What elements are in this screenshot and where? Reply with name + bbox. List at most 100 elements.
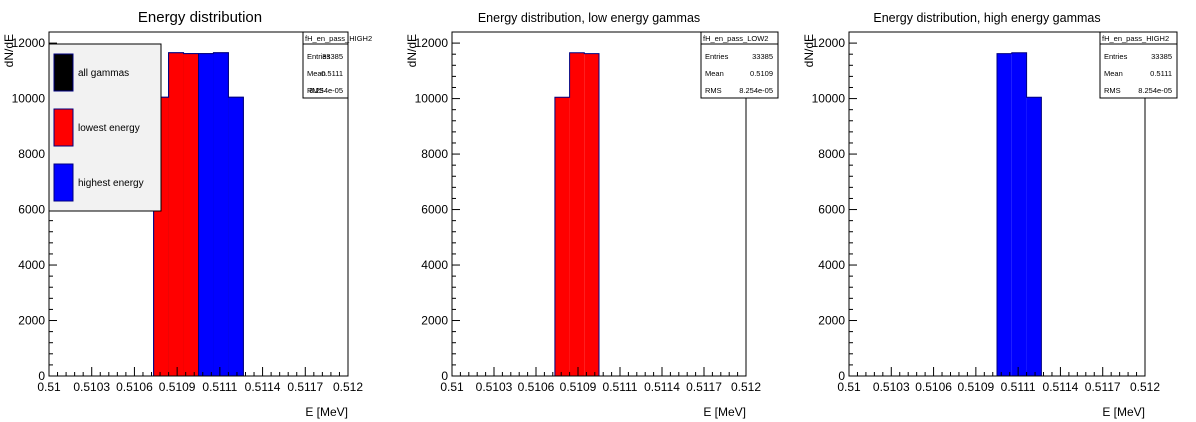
y-tick-label: 0 — [38, 369, 45, 383]
stats-value: 8.254e-05 — [1138, 86, 1172, 95]
x-tick-label: 0.5106 — [915, 380, 952, 394]
plot-frame — [451, 31, 747, 377]
stats-value: 33385 — [752, 52, 773, 61]
x-tick-label: 0.5109 — [560, 380, 597, 394]
y-tick-label: 8000 — [421, 147, 448, 161]
stats-key: Entries — [1104, 52, 1128, 61]
stats-value: 8.254e-05 — [739, 86, 773, 95]
y-tick-label: 2000 — [818, 314, 845, 328]
x-tick-label: 0.5111 — [603, 380, 638, 394]
stats-key: Mean — [705, 69, 724, 78]
legend-label: all gammas — [78, 68, 129, 79]
histogram-outline — [849, 52, 1145, 377]
y-tick-label: 12000 — [812, 36, 846, 50]
plot-frame — [848, 31, 1146, 377]
histogram-bar — [183, 53, 199, 377]
x-tick-label: 0.5111 — [202, 380, 237, 394]
stats-box-frame — [1099, 31, 1178, 99]
y-tick-label: 6000 — [18, 203, 45, 217]
stats-name: fH_en_pass_HIGH2 — [1102, 34, 1169, 43]
y-tick-label: 8000 — [18, 147, 45, 161]
x-tick-label: 0.5103 — [873, 380, 910, 394]
y-tick-label: 4000 — [818, 258, 845, 272]
stats-name: fH_en_pass_HIGH2 — [305, 34, 372, 43]
y-tick-label: 6000 — [818, 203, 845, 217]
y-axis-label: dN/dE — [802, 34, 816, 67]
stats-key: Mean — [307, 69, 326, 78]
x-tick-label: 0.5103 — [73, 380, 110, 394]
y-axis-label: dN/dE — [2, 34, 16, 67]
stats-name: fH_en_pass_LOW2 — [703, 34, 768, 43]
x-tick-label: 0.5106 — [518, 380, 555, 394]
y-tick-label: 2000 — [18, 314, 45, 328]
y-tick-label: 6000 — [421, 203, 448, 217]
stats-box-frame — [700, 31, 779, 99]
histogram-bar — [213, 52, 229, 376]
x-tick-label: 0.512 — [333, 380, 363, 394]
x-axis-label: E [MeV] — [1102, 405, 1145, 419]
histogram-bar — [198, 53, 214, 377]
y-tick-label: 2000 — [421, 314, 448, 328]
stats-value: 0.5109 — [750, 69, 773, 78]
legend: all gammas lowest energy highest energy — [48, 43, 162, 212]
histogram-outline — [452, 52, 746, 377]
chart-title: Energy distribution — [138, 9, 262, 26]
legend-swatch — [53, 108, 74, 147]
chart-title: Energy distribution, low energy gammas — [478, 11, 700, 25]
y-tick-label: 10000 — [415, 92, 449, 106]
legend-label: lowest energy — [78, 123, 140, 134]
y-tick-label: 4000 — [421, 258, 448, 272]
stats-box: fH_en_pass_HIGH2 Entries 33385 Mean 0.5111 RM… — [1099, 31, 1178, 99]
stats-key: Entries — [307, 52, 331, 61]
x-tick-label: 0.5109 — [159, 380, 196, 394]
histogram-bar — [168, 52, 184, 376]
x-tick-label: 0.5114 — [245, 380, 281, 394]
y-tick-label: 8000 — [818, 147, 845, 161]
histogram-bar — [584, 53, 599, 377]
x-tick-label: 0.5103 — [476, 380, 513, 394]
panel-1: Energy distribution 0 2000 4000 6000 8000 1000… — [2, 9, 372, 419]
histogram-bar — [1011, 52, 1027, 376]
legend-swatch — [53, 53, 74, 92]
x-tick-label: 0.51 — [440, 380, 464, 394]
x-tick-label: 0.51 — [37, 380, 61, 394]
x-axis-label: E [MeV] — [703, 405, 746, 419]
x-axis-label: E [MeV] — [305, 405, 348, 419]
stats-value: 33385 — [1151, 52, 1172, 61]
x-tick-label: 0.51 — [837, 380, 861, 394]
stats-box: fH_en_pass_LOW2 Entries 33385 Mean 0.5109 RMS… — [700, 31, 779, 99]
y-tick-label: 10000 — [12, 92, 46, 106]
histogram-bar — [997, 53, 1012, 377]
stats-key: RMS — [705, 86, 722, 95]
x-tick-label: 0.512 — [1130, 380, 1160, 394]
histogram-bar — [1026, 97, 1042, 377]
y-tick-label: 4000 — [18, 258, 45, 272]
stats-value: 0.5111 — [1150, 69, 1172, 78]
stats-key: Entries — [705, 52, 729, 61]
histogram-bar — [554, 97, 570, 377]
stats-box-frame — [302, 31, 349, 99]
x-tick-label: 0.5114 — [644, 380, 680, 394]
panel-2: Energy distribution, low energy gammas 0 2… — [405, 11, 779, 419]
stats-value: 8.254e-05 — [309, 86, 343, 95]
stats-value: 0.5111 — [321, 69, 343, 78]
y-tick-label: 12000 — [415, 36, 449, 50]
x-tick-label: 0.5111 — [1001, 380, 1036, 394]
x-tick-label: 0.5117 — [686, 380, 722, 394]
y-tick-label: 0 — [838, 369, 845, 383]
stats-key: RMS — [307, 86, 324, 95]
histogram-bar — [569, 52, 585, 376]
histogram-bar — [228, 97, 244, 377]
legend-label: highest energy — [78, 178, 144, 189]
stats-value: 33385 — [322, 52, 343, 61]
x-tick-label: 0.5117 — [1085, 380, 1121, 394]
y-tick-label: 10000 — [812, 92, 846, 106]
stats-key: RMS — [1104, 86, 1121, 95]
y-tick-label: 12000 — [12, 36, 46, 50]
x-tick-label: 0.5109 — [958, 380, 995, 394]
panel-3: Energy distribution, high energy gammas 0… — [802, 11, 1178, 419]
y-tick-label: 0 — [441, 369, 448, 383]
x-tick-label: 0.5106 — [116, 380, 153, 394]
stats-key: Mean — [1104, 69, 1123, 78]
